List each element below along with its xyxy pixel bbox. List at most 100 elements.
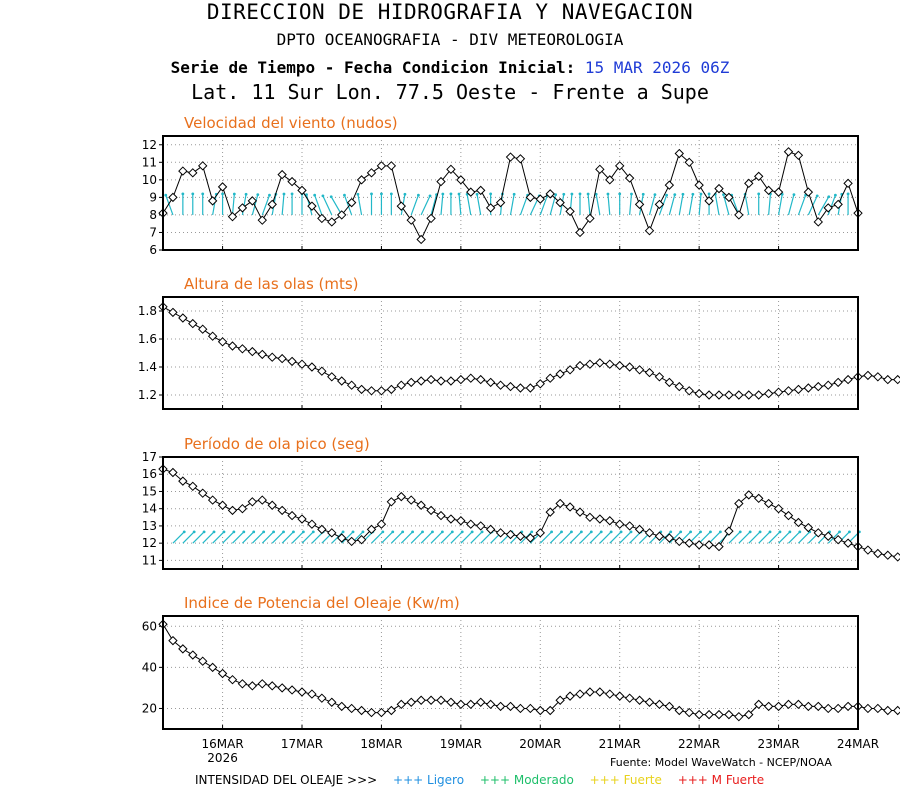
direction-arrow — [778, 531, 791, 544]
data-point — [575, 689, 585, 699]
data-point — [207, 662, 218, 673]
data-point — [396, 491, 406, 502]
data-point — [317, 213, 327, 224]
data-point — [605, 175, 615, 185]
direction-arrow — [777, 194, 783, 216]
data-point — [674, 148, 684, 159]
y-tick-label: 1.4 — [138, 360, 157, 374]
data-point — [585, 687, 595, 697]
data-point — [823, 380, 833, 390]
data-point — [605, 516, 615, 526]
data-point — [386, 384, 397, 395]
arrow-head — [579, 530, 583, 534]
arrow-head — [550, 530, 553, 534]
data-point — [773, 387, 784, 397]
arrow-head — [679, 530, 683, 534]
data-point — [505, 381, 516, 392]
data-point — [783, 147, 794, 157]
direction-arrow — [420, 531, 433, 544]
data-point — [575, 360, 585, 371]
data-point — [783, 699, 794, 710]
data-point — [456, 699, 466, 710]
data-point — [247, 497, 258, 507]
direction-arrow — [827, 531, 840, 544]
direction-arrow — [714, 194, 720, 216]
data-point — [476, 374, 486, 385]
arrow-head — [691, 192, 695, 196]
data-point — [704, 196, 714, 206]
arrow-head — [403, 192, 407, 196]
arrow-head — [242, 530, 246, 534]
data-point — [327, 697, 337, 707]
direction-arrow — [629, 531, 642, 544]
data-point — [714, 709, 724, 720]
data-point — [674, 381, 684, 392]
data-point — [366, 168, 377, 178]
data-point — [396, 699, 406, 710]
direction-arrow — [619, 531, 632, 544]
arrow-head — [428, 194, 432, 198]
data-point — [684, 386, 694, 396]
direction-arrow — [595, 194, 601, 216]
data-point — [257, 215, 267, 225]
arrow-head — [181, 192, 185, 196]
chart-panel-1: 1.2 1.4 1.6 1.8 — [138, 296, 900, 410]
data-point — [634, 365, 645, 375]
direction-arrow — [466, 194, 472, 216]
direction-arrow — [827, 194, 836, 216]
direction-arrow — [222, 531, 235, 544]
data-point — [198, 324, 208, 334]
data-point — [366, 386, 377, 396]
data-point — [714, 183, 724, 194]
arrow-head — [301, 530, 305, 534]
arrow-head — [606, 192, 610, 196]
data-point — [595, 164, 605, 175]
legend-item-moderado: +++ Moderado — [479, 773, 574, 787]
data-point — [227, 674, 238, 685]
data-point — [356, 175, 367, 185]
data-point — [515, 154, 526, 164]
data-point — [237, 503, 248, 514]
data-point — [843, 538, 853, 548]
data-point — [376, 386, 387, 396]
data-point — [893, 552, 900, 562]
arrow-head — [641, 192, 645, 196]
arrow-head — [221, 192, 224, 196]
data-point — [744, 490, 754, 500]
data-point — [684, 157, 694, 168]
data-point — [317, 366, 327, 376]
legend-item-muy-fuerte: +++ M Fuerte — [677, 773, 765, 787]
data-point — [605, 359, 615, 369]
data-point — [545, 189, 555, 199]
direction-arrow — [797, 194, 807, 216]
y-tick-label: 60 — [142, 619, 157, 633]
direction-arrow — [559, 531, 572, 544]
data-point — [267, 199, 277, 210]
series-line — [162, 306, 900, 396]
arrow-head — [792, 193, 796, 197]
data-point — [565, 691, 575, 701]
data-point — [783, 386, 794, 396]
arrow-head — [282, 530, 285, 534]
panel-title-wave-height: Altura de las olas (mts) — [184, 275, 359, 293]
data-point — [168, 192, 178, 203]
data-point — [476, 697, 486, 707]
arrow-head — [489, 192, 493, 196]
data-point — [754, 171, 764, 182]
direction-arrow — [172, 531, 185, 544]
data-point — [674, 536, 684, 547]
data-point — [565, 365, 575, 375]
series-line — [162, 151, 859, 241]
data-point — [515, 383, 526, 393]
y-tick-label: 7 — [149, 225, 157, 239]
data-point — [406, 697, 416, 707]
data-point — [654, 699, 665, 710]
arrow-head — [457, 192, 461, 196]
direction-arrow — [688, 194, 694, 216]
direction-arrow — [430, 531, 443, 544]
y-tick-label: 16 — [142, 467, 157, 481]
arrow-head — [321, 194, 325, 198]
direction-arrow — [322, 195, 333, 216]
chart-panel-3: 20 40 60 16MAR 17MAR 18MAR 19MAR 20MAR 21MAR 22MA… — [142, 615, 900, 765]
direction-arrow — [341, 531, 354, 544]
